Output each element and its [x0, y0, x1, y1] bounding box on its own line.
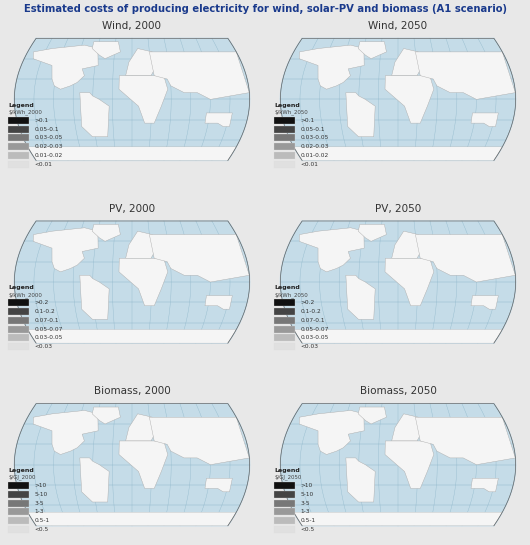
Polygon shape [280, 38, 516, 160]
Polygon shape [126, 49, 156, 76]
Polygon shape [28, 147, 236, 160]
Polygon shape [92, 225, 120, 241]
Polygon shape [299, 410, 364, 455]
Polygon shape [385, 441, 434, 488]
Polygon shape [299, 228, 364, 272]
Polygon shape [416, 234, 515, 282]
Polygon shape [358, 225, 386, 241]
Polygon shape [471, 479, 498, 492]
Polygon shape [346, 458, 375, 502]
Title: Biomass, 2000: Biomass, 2000 [94, 386, 170, 396]
Polygon shape [416, 417, 515, 465]
Text: Estimated costs of producing electricity for wind, solar-PV and biomass (A1 scen: Estimated costs of producing electricity… [23, 4, 507, 14]
Polygon shape [126, 414, 156, 441]
Polygon shape [205, 295, 232, 309]
Polygon shape [149, 417, 249, 465]
Polygon shape [346, 275, 375, 319]
Polygon shape [149, 52, 249, 99]
Polygon shape [28, 330, 236, 343]
Polygon shape [346, 93, 375, 137]
Polygon shape [471, 113, 498, 126]
Polygon shape [385, 76, 434, 123]
Polygon shape [33, 228, 98, 272]
Polygon shape [80, 93, 109, 137]
Title: Wind, 2050: Wind, 2050 [368, 21, 428, 31]
Polygon shape [294, 147, 502, 160]
Polygon shape [205, 479, 232, 492]
Polygon shape [392, 49, 422, 76]
Polygon shape [119, 258, 167, 306]
Polygon shape [149, 234, 249, 282]
Title: PV, 2050: PV, 2050 [375, 204, 421, 214]
Polygon shape [28, 512, 236, 526]
Title: Biomass, 2050: Biomass, 2050 [359, 386, 436, 396]
Polygon shape [392, 231, 422, 258]
Polygon shape [14, 38, 250, 160]
Polygon shape [126, 231, 156, 258]
Polygon shape [119, 76, 167, 123]
Polygon shape [80, 458, 109, 502]
Polygon shape [14, 221, 250, 343]
Polygon shape [280, 221, 516, 343]
Polygon shape [299, 45, 364, 89]
Polygon shape [416, 52, 515, 99]
Polygon shape [80, 275, 109, 319]
Title: PV, 2000: PV, 2000 [109, 204, 155, 214]
Polygon shape [294, 512, 502, 526]
Polygon shape [92, 42, 120, 59]
Polygon shape [385, 258, 434, 306]
Polygon shape [92, 407, 120, 424]
Polygon shape [33, 45, 98, 89]
Polygon shape [280, 404, 516, 526]
Polygon shape [294, 330, 502, 343]
Polygon shape [392, 414, 422, 441]
Polygon shape [471, 295, 498, 309]
Polygon shape [119, 441, 167, 488]
Polygon shape [358, 42, 386, 59]
Polygon shape [33, 410, 98, 455]
Polygon shape [14, 404, 250, 526]
Polygon shape [205, 113, 232, 126]
Title: Wind, 2000: Wind, 2000 [102, 21, 162, 31]
Polygon shape [358, 407, 386, 424]
